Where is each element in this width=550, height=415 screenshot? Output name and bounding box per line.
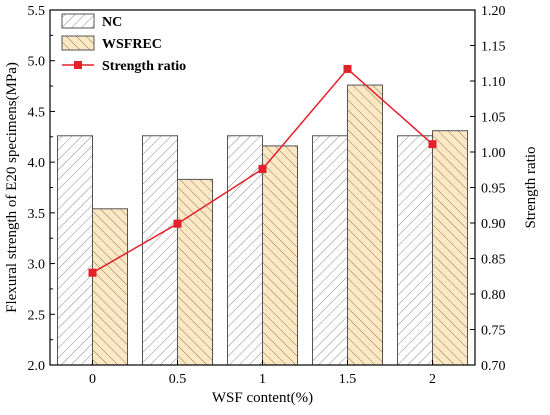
bar-nc-4 — [397, 135, 433, 366]
right-tick-label-1: 0.75 — [481, 324, 506, 339]
bar-wsfrec-0 — [92, 208, 128, 366]
legend-swatch-strength-ratio-marker — [74, 61, 82, 69]
bar-nc-3 — [312, 135, 348, 366]
bar-wsfrec-4 — [432, 130, 468, 366]
right-tick-label-5: 0.95 — [481, 182, 506, 197]
right-tick-label-10: 1.20 — [481, 4, 506, 19]
legend-label-nc: NC — [102, 15, 122, 30]
strength-ratio-point-2 — [258, 165, 267, 174]
right-tick-label-2: 0.80 — [481, 288, 506, 303]
right-tick-label-0: 0.70 — [481, 359, 506, 374]
x-tick-label-3: 1.5 — [339, 372, 357, 387]
bar-nc-1 — [142, 135, 178, 366]
bar-nc-2 — [227, 135, 263, 366]
left-tick-label-1: 2.5 — [28, 308, 46, 323]
legend-label-strength-ratio: Strength ratio — [102, 59, 186, 74]
left-tick-label-7: 5.5 — [28, 4, 46, 19]
right-tick-label-9: 1.15 — [481, 40, 506, 55]
strength-ratio-point-3 — [343, 64, 352, 73]
right-tick-label-6: 1.00 — [481, 146, 506, 161]
right-tick-label-8: 1.10 — [481, 75, 506, 90]
legend: NC WSFREC Strength ratio — [61, 13, 186, 74]
left-tick-label-5: 4.5 — [28, 105, 46, 120]
x-axis-title: WSF content(%) — [212, 390, 313, 406]
bar-nc-0 — [57, 135, 93, 366]
right-tick-label-4: 0.90 — [481, 217, 506, 232]
strength-ratio-point-1 — [173, 219, 182, 228]
right-axis-title: Strength ratio — [523, 146, 539, 228]
bar-wsfrec-1 — [177, 178, 213, 366]
left-tick-label-6: 5.0 — [28, 55, 46, 70]
strength-ratio-line-layer — [88, 64, 437, 277]
left-tick-label-2: 3.0 — [28, 258, 46, 273]
legend-label-wsfrec: WSFREC — [102, 37, 162, 52]
left-tick-label-3: 3.5 — [28, 207, 46, 222]
axes-layer: 2.0 2.5 3.0 3.5 4.0 4.5 5.0 5.5 0.70 0.75 0.80 0.85… — [4, 4, 539, 406]
x-tick-label-4: 2 — [429, 372, 436, 387]
left-tick-label-0: 2.0 — [28, 359, 46, 374]
x-tick-label-1: 0.5 — [169, 372, 187, 387]
x-tick-label-0: 0 — [89, 372, 96, 387]
bars-layer — [57, 84, 468, 366]
x-tick-label-2: 1 — [259, 372, 266, 387]
left-tick-label-4: 4.0 — [28, 156, 46, 171]
legend-swatch-wsfrec — [61, 35, 95, 51]
bar-wsfrec-3 — [347, 84, 383, 366]
strength-ratio-point-0 — [88, 268, 97, 277]
right-tick-label-7: 1.05 — [481, 111, 506, 126]
right-tick-label-3: 0.85 — [481, 253, 506, 268]
strength-ratio-point-4 — [428, 140, 437, 149]
left-axis-title: Flexural strength of E20 specimens(MPa) — [4, 62, 20, 313]
bar-wsfrec-2 — [262, 145, 298, 366]
legend-swatch-nc — [61, 13, 95, 29]
